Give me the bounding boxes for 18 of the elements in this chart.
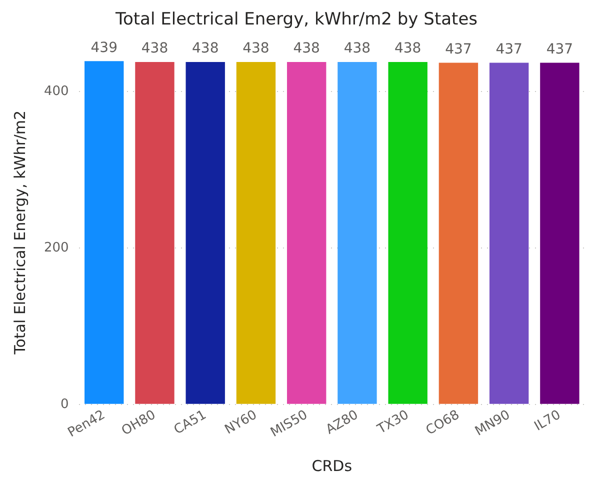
y-tick-label: 200 xyxy=(44,240,69,256)
data-label: 437 xyxy=(546,41,574,58)
x-axis-title: CRDs xyxy=(312,456,352,475)
y-tick-label: 400 xyxy=(44,84,69,100)
data-label: 439 xyxy=(90,40,118,56)
data-label: 438 xyxy=(344,40,371,57)
data-label: 438 xyxy=(293,40,320,57)
data-label: 438 xyxy=(141,40,168,57)
data-label: 438 xyxy=(394,40,422,57)
y-tick-label: 0 xyxy=(60,396,69,412)
data-label: 438 xyxy=(242,40,270,57)
data-label: 437 xyxy=(496,41,522,58)
x-tick-label: IL70 xyxy=(532,408,564,434)
x-tick-label: TX30 xyxy=(374,408,412,438)
y-axis-title: Total Electrical Energy, kWhr/m2 xyxy=(10,110,29,356)
data-label: 437 xyxy=(445,41,472,58)
chart-title: Total Electrical Energy, kWhr/m2 by States xyxy=(114,10,478,30)
data-label: 438 xyxy=(192,40,219,57)
